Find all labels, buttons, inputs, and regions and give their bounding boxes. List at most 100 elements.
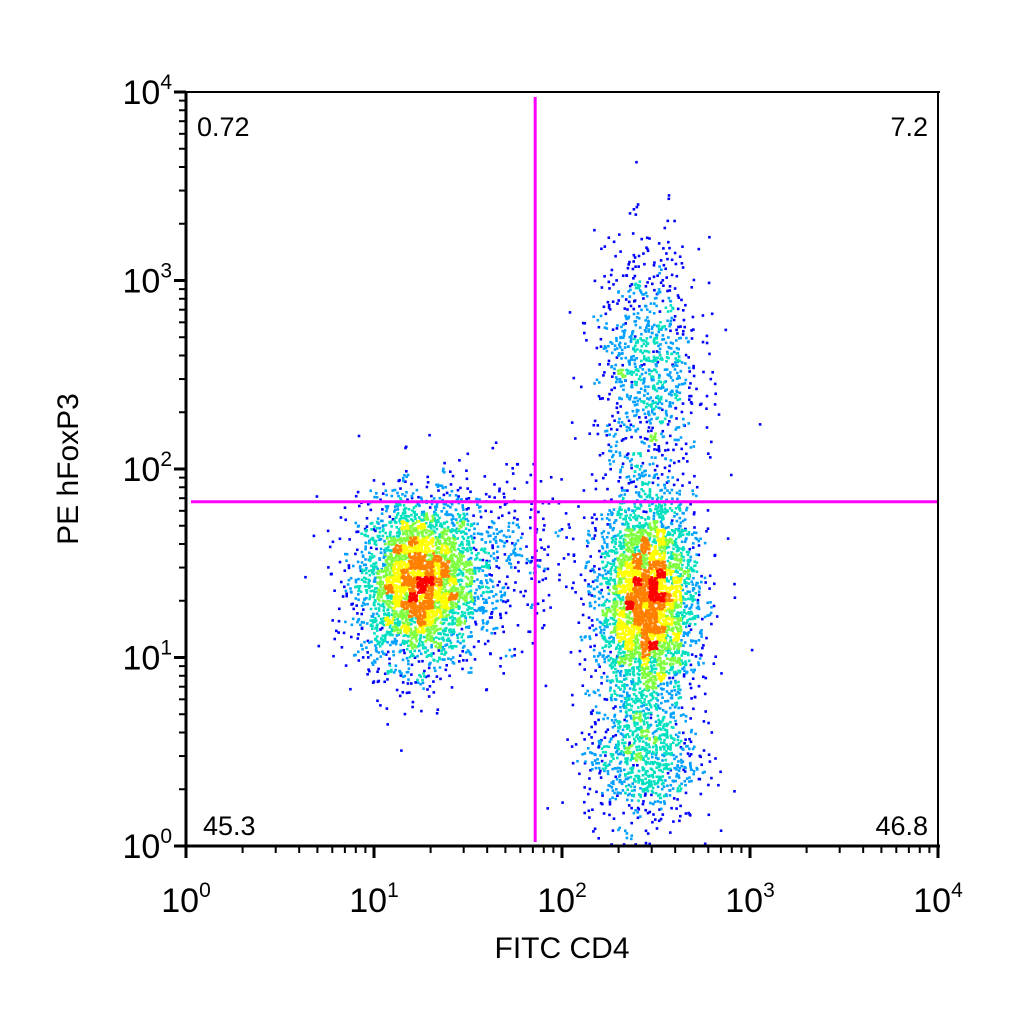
event-dot: [697, 585, 701, 588]
event-dot: [645, 737, 648, 740]
event-dot: [465, 569, 468, 572]
event-dot: [459, 519, 462, 523]
event-dot: [634, 716, 638, 720]
event-dot: [682, 546, 685, 549]
event-dot: [666, 767, 669, 771]
event-dot: [630, 458, 633, 461]
event-dot: [371, 624, 374, 628]
event-dot: [640, 525, 643, 528]
event-dot: [638, 673, 641, 676]
event-dot: [692, 707, 695, 711]
event-dot: [675, 426, 679, 429]
event-dot: [466, 649, 470, 652]
event-dot: [490, 611, 494, 614]
event-dot: [672, 552, 675, 556]
event-dot: [633, 785, 636, 789]
event-dot: [605, 564, 609, 567]
event-dot: [733, 582, 736, 586]
event-dot: [414, 517, 417, 521]
event-dot: [625, 316, 628, 320]
event-dot: [612, 636, 615, 640]
event-dot: [442, 467, 445, 471]
event-dot: [375, 639, 379, 643]
event-dot: [619, 752, 623, 756]
event-dot: [499, 613, 502, 617]
event-dot: [382, 564, 385, 568]
event-dot: [460, 635, 464, 639]
event-dot: [431, 517, 435, 521]
event-dot: [374, 646, 378, 650]
event-dot: [680, 568, 683, 571]
event-dot: [629, 758, 633, 762]
event-dot: [677, 535, 681, 539]
event-dot: [490, 574, 493, 577]
event-dot: [673, 541, 676, 545]
event-dot: [652, 667, 655, 671]
event-dot: [700, 574, 703, 578]
event-dot: [644, 285, 648, 288]
event-dot: [412, 630, 416, 633]
event-dot: [455, 527, 459, 531]
event-dot: [669, 376, 673, 379]
event-dot: [688, 622, 692, 626]
event-dot: [644, 712, 648, 716]
event-dot: [647, 701, 651, 705]
event-dot: [405, 656, 409, 660]
event-dot: [705, 426, 709, 429]
event-dot: [491, 446, 495, 450]
event-dot: [667, 240, 670, 244]
event-dot: [399, 674, 403, 677]
event-dot: [588, 777, 591, 780]
event-dot: [608, 689, 612, 692]
event-dot: [605, 623, 609, 627]
event-dot: [364, 547, 367, 551]
event-dot: [608, 509, 611, 512]
event-dot: [357, 633, 360, 636]
event-dot: [433, 525, 436, 529]
event-dot: [635, 396, 638, 400]
event-dot: [512, 551, 515, 555]
event-dot: [430, 652, 433, 655]
event-dot: [399, 643, 402, 647]
event-dot: [377, 651, 381, 654]
event-dot: [486, 581, 489, 585]
event-dot: [651, 462, 655, 465]
event-dot: [634, 429, 637, 432]
event-dot: [682, 570, 686, 574]
event-dot: [633, 256, 637, 259]
event-dot: [650, 781, 653, 785]
event-dot: [601, 452, 605, 455]
event-dot: [683, 765, 686, 769]
event-dot: [491, 544, 494, 547]
event-dot: [482, 607, 486, 610]
event-dot: [453, 622, 457, 625]
event-dot: [578, 649, 582, 653]
event-dot: [717, 413, 721, 416]
event-dot: [644, 808, 647, 812]
event-dot: [395, 688, 399, 692]
event-dot: [663, 747, 666, 751]
event-dot: [508, 604, 512, 608]
event-dot: [418, 642, 421, 645]
event-dot: [613, 597, 617, 601]
event-dot: [513, 654, 516, 657]
event-dot: [670, 258, 674, 262]
event-dot: [650, 661, 653, 664]
event-dot: [602, 717, 605, 721]
event-dot: [459, 641, 462, 645]
event-dot: [411, 642, 415, 646]
event-dot: [449, 542, 453, 546]
event-dot: [666, 747, 670, 750]
event-dot: [651, 695, 654, 698]
event-dot: [343, 506, 347, 509]
event-dot: [629, 513, 632, 517]
event-dot: [468, 572, 472, 575]
event-dot: [527, 559, 531, 563]
event-dot: [679, 573, 682, 576]
event-dot: [633, 283, 637, 287]
event-dot: [461, 650, 464, 653]
event-dot: [600, 588, 603, 592]
event-dot: [626, 788, 629, 791]
event-dot: [628, 673, 632, 676]
event-dot: [419, 496, 423, 499]
